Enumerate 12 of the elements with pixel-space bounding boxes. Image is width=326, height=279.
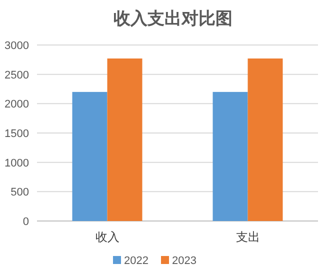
legend-label: 2023 [172, 255, 196, 267]
y-tick-label: 1000 [4, 157, 29, 170]
y-tick-label: 2000 [4, 98, 29, 111]
y-tick-label: 0 [22, 216, 29, 228]
y-tick-label: 3000 [4, 40, 29, 52]
legend-label: 2022 [124, 255, 148, 267]
chart-title: 收入支出对比图 [114, 9, 232, 28]
x-tick-label: 收入 [95, 230, 120, 244]
y-tick-label: 500 [10, 186, 29, 199]
y-tick-label: 2500 [4, 69, 29, 82]
y-tick-label: 1500 [4, 128, 29, 140]
x-tick-label: 支出 [236, 230, 260, 244]
